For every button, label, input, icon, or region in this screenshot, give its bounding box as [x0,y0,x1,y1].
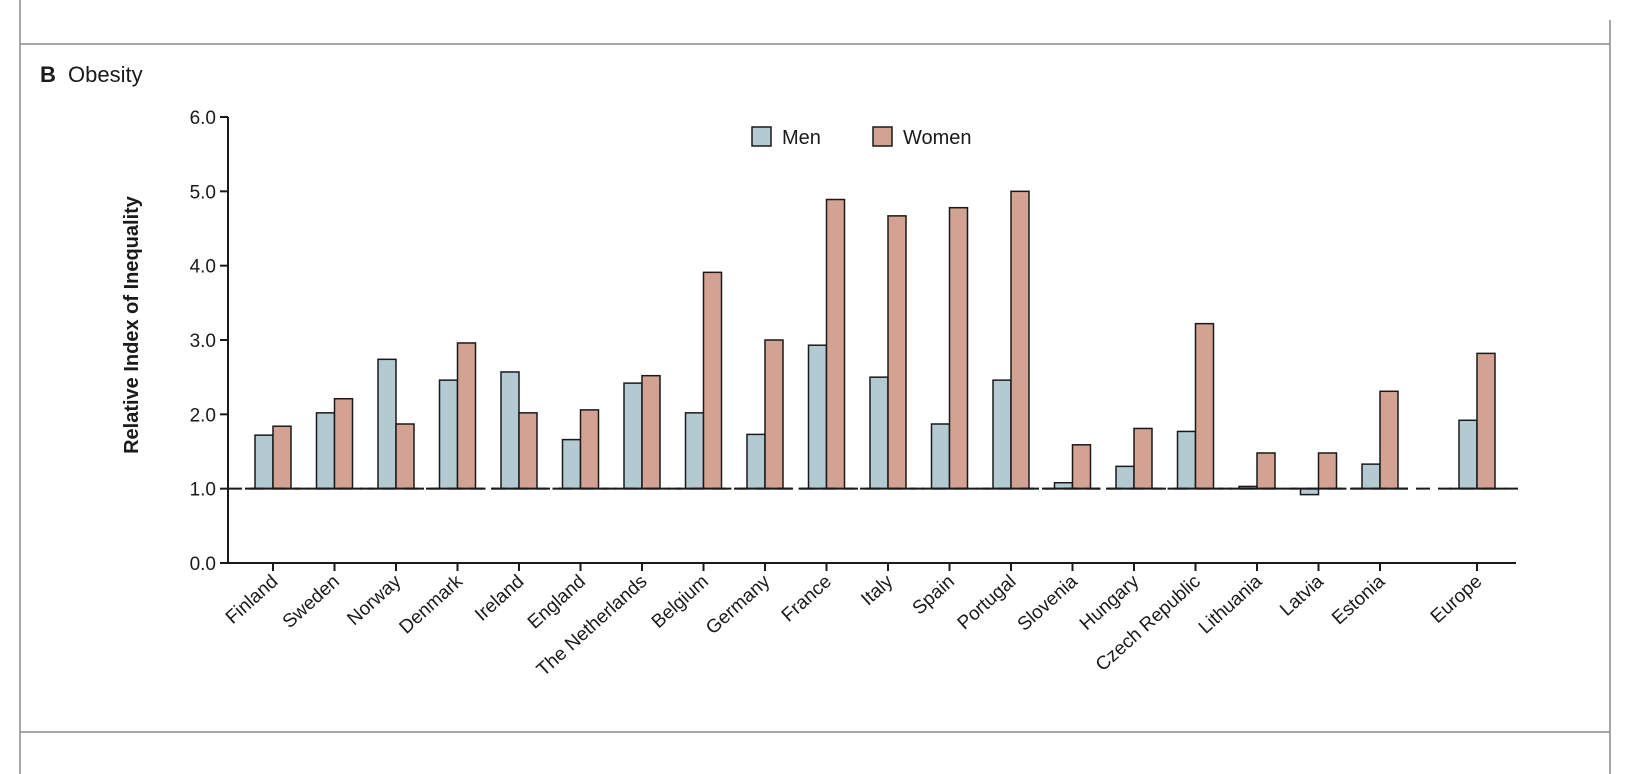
bar-men-ireland [500,371,520,490]
x-category-label: The Netherlands [533,571,651,681]
bar-women-finland [272,425,292,490]
bar-women-estonia [1379,390,1399,490]
x-category-label: Sweden [279,571,344,633]
bar-women-portugal [1010,190,1030,490]
x-category-label: Finland [222,571,282,628]
bar-women-the-netherlands [641,374,661,490]
y-axis-ticks: 0.0 1.0 2.0 3.0 4.0 5.0 6.0 [190,108,228,575]
bar-women-denmark [456,342,477,490]
bar-men-hungary [1115,465,1135,490]
x-category-label: Portugal [954,571,1021,634]
x-category-label: Latvia [1276,571,1328,621]
bar-men-italy [869,376,889,490]
bar-men-germany [746,433,766,490]
bar-men-denmark [438,379,459,490]
y-axis-title: Relative Index of Inequality [121,195,143,454]
y-tick-label: 0.0 [190,554,216,575]
bar-men-portugal [992,379,1012,490]
x-category-label: Europe [1427,571,1487,628]
bar-women-slovenia [1071,444,1092,490]
bar-women-italy [887,215,907,490]
bar-women-belgium [702,271,723,490]
bar-women-europe [1476,352,1496,490]
bar-women-germany [764,339,784,490]
bar-women-lithuania [1256,452,1276,490]
bar-women-ireland [518,412,538,490]
y-tick-label: 4.0 [190,257,216,278]
bar-men-the-netherlands [623,382,643,490]
legend-label-women: Women [903,127,972,149]
bar-men-estonia [1361,463,1381,490]
bar-men-europe [1458,419,1478,490]
x-category-label: Lithuania [1195,571,1267,639]
panel-title: Obesity [68,62,143,87]
bar-men-belgium [684,412,705,490]
y-tick-label: 2.0 [190,405,216,426]
y-tick-label: 6.0 [190,108,216,129]
bar-men-sweden [315,412,336,490]
bar-men-spain [930,423,951,490]
legend: Men Women [751,126,972,149]
x-category-label: Germany [702,571,774,639]
bar-women-hungary [1133,427,1153,490]
x-category-label: Italy [857,571,897,610]
bar-women-france [825,198,846,490]
x-category-label: Estonia [1328,571,1389,629]
bar-women-latvia [1317,452,1338,490]
bar-men-norway [377,358,397,490]
bar-men-england [561,438,582,490]
x-category-label: Slovenia [1014,571,1083,636]
legend-swatch-men [751,126,772,147]
bar-women-england [579,409,600,490]
bar-women-norway [395,423,415,490]
x-category-label: Spain [909,571,959,619]
x-category-label: France [778,571,836,626]
x-category-label: Denmark [396,571,468,639]
bar-women-spain [948,206,969,490]
legend-label-men: Men [782,127,821,149]
y-tick-label: 5.0 [190,182,216,203]
bar-men-finland [254,434,274,490]
bar-men-france [807,344,828,490]
panel-letter: B [40,62,56,87]
y-tick-label: 3.0 [190,331,216,352]
x-category-label: Czech Republic [1092,571,1205,676]
bar-women-czech-republic [1194,322,1215,490]
bar-women-sweden [333,397,354,490]
bar-groups [254,190,1496,496]
x-category-label: Ireland [471,571,528,625]
y-tick-label: 1.0 [190,480,216,501]
bar-men-czech-republic [1176,430,1197,490]
legend-swatch-women [872,126,893,147]
